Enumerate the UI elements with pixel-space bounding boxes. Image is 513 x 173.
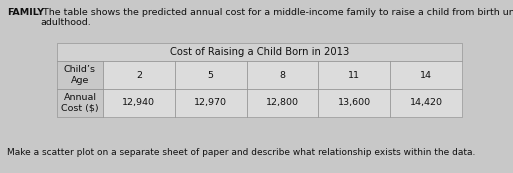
Text: Annual
Cost ($): Annual Cost ($) — [61, 93, 99, 113]
Text: Make a scatter plot on a separate sheet of paper and describe what relationship : Make a scatter plot on a separate sheet … — [7, 148, 476, 157]
Bar — [247, 89, 319, 117]
Text: 13,600: 13,600 — [338, 98, 371, 107]
Text: Cost of Raising a Child Born in 2013: Cost of Raising a Child Born in 2013 — [170, 47, 349, 57]
Text: Child’s
Age: Child’s Age — [64, 65, 96, 85]
Text: 2: 2 — [136, 71, 142, 80]
Bar — [57, 43, 462, 61]
Text: 12,940: 12,940 — [123, 98, 155, 107]
Text: 8: 8 — [280, 71, 286, 80]
Bar — [57, 61, 103, 89]
Bar — [319, 61, 390, 89]
Bar — [390, 61, 462, 89]
Text: 11: 11 — [348, 71, 360, 80]
Bar — [247, 61, 319, 89]
Text: 14,420: 14,420 — [409, 98, 443, 107]
Bar — [390, 89, 462, 117]
Text: 12,970: 12,970 — [194, 98, 227, 107]
Text: 14: 14 — [420, 71, 432, 80]
Bar — [57, 89, 103, 117]
Text: The table shows the predicted annual cost for a middle-income family to raise a : The table shows the predicted annual cos… — [40, 8, 513, 27]
Text: 12,800: 12,800 — [266, 98, 299, 107]
Bar — [103, 89, 175, 117]
Bar — [175, 89, 247, 117]
Text: 5: 5 — [208, 71, 214, 80]
Bar — [103, 61, 175, 89]
Text: FAMILY: FAMILY — [7, 8, 44, 17]
Bar — [319, 89, 390, 117]
Bar — [175, 61, 247, 89]
